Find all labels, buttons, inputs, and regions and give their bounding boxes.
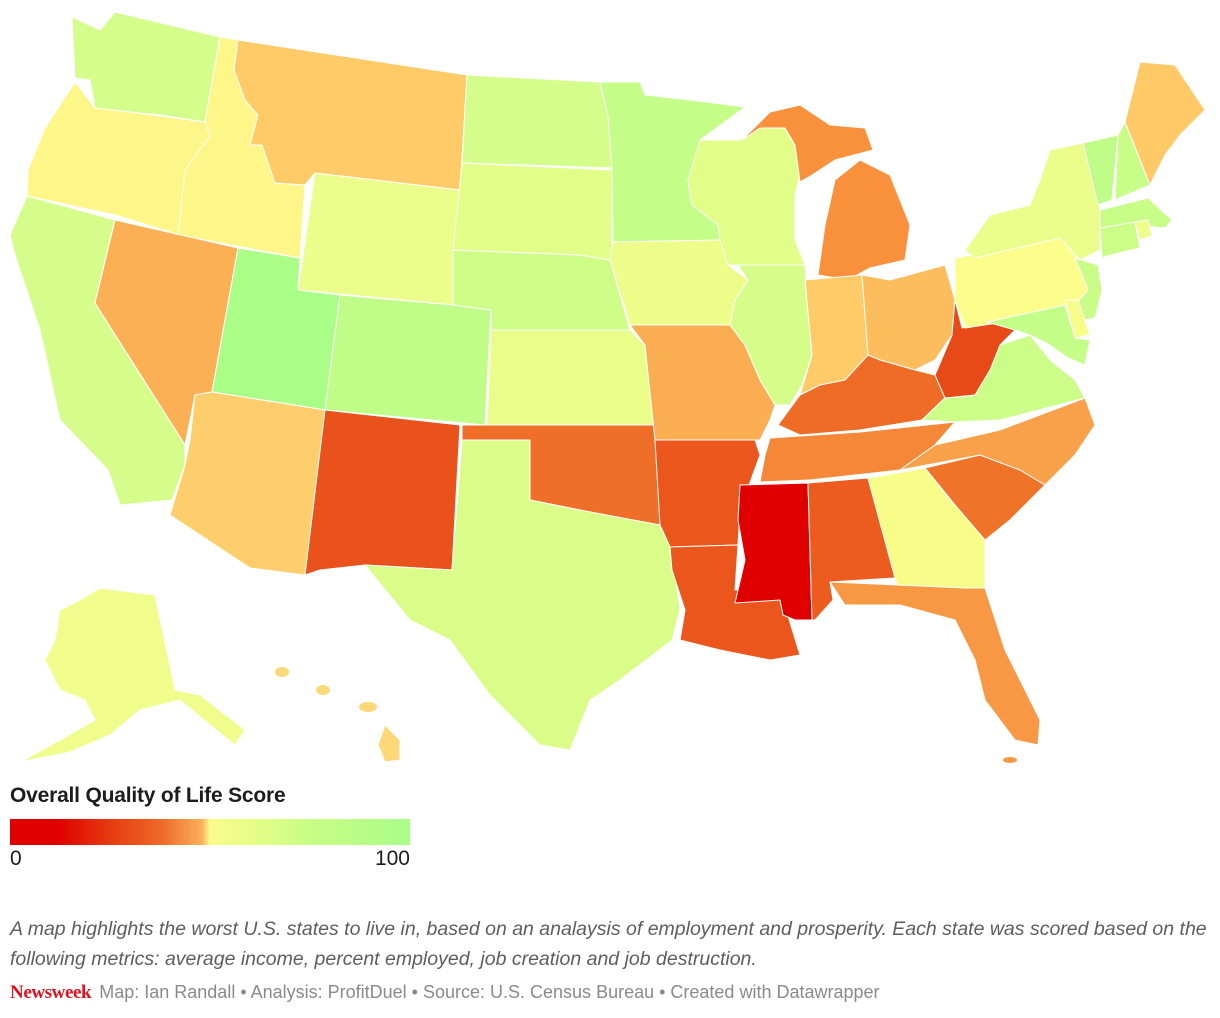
state-WY[interactable] bbox=[297, 172, 461, 306]
state-TX[interactable] bbox=[364, 439, 681, 751]
map-description: A map highlights the worst U.S. states t… bbox=[10, 918, 1207, 970]
state-RI[interactable] bbox=[1134, 219, 1153, 241]
state-HI-kauai[interactable] bbox=[275, 667, 289, 677]
state-KY[interactable] bbox=[777, 354, 946, 436]
state-HI-maui[interactable] bbox=[359, 702, 377, 712]
legend: Overall Quality of Life Score 0 100 bbox=[10, 784, 410, 871]
state-NY[interactable] bbox=[964, 142, 1101, 261]
state-SD[interactable] bbox=[452, 162, 621, 263]
footer: Newsweek Map: Ian Randall • Analysis: Pro… bbox=[10, 982, 880, 1004]
state-CO[interactable] bbox=[324, 294, 492, 426]
state-VT[interactable] bbox=[1082, 134, 1119, 206]
state-NJ[interactable] bbox=[1074, 257, 1103, 321]
state-FL[interactable] bbox=[829, 581, 1041, 746]
legend-title: Overall Quality of Life Score bbox=[10, 784, 286, 807]
state-ND[interactable] bbox=[461, 74, 613, 169]
state-KS[interactable] bbox=[486, 329, 656, 426]
state-NC[interactable] bbox=[899, 397, 1096, 486]
state-HI-big-island[interactable] bbox=[377, 724, 401, 763]
legend-color-scale bbox=[10, 819, 410, 845]
state-AK[interactable] bbox=[19, 587, 246, 763]
state-MS[interactable] bbox=[734, 482, 813, 621]
state-NM[interactable] bbox=[304, 409, 461, 576]
state-ME[interactable] bbox=[1124, 61, 1206, 186]
state-MI-upper[interactable] bbox=[741, 104, 874, 183]
state-MD[interactable] bbox=[986, 304, 1091, 366]
legend-ticks: 0 100 bbox=[10, 845, 410, 871]
legend-min-label: 0 bbox=[10, 847, 22, 870]
state-CT[interactable] bbox=[1099, 221, 1141, 259]
legend-max-label: 100 bbox=[374, 847, 410, 870]
state-HI-oahu[interactable] bbox=[316, 685, 330, 695]
state-MI-lower[interactable] bbox=[817, 159, 911, 281]
us-choropleth-map bbox=[9, 11, 1206, 763]
newsweek-logo[interactable]: Newsweek bbox=[10, 982, 92, 1003]
footer-credits: Map: Ian Randall • Analysis: ProfitDuel … bbox=[99, 982, 880, 1002]
state-OH[interactable] bbox=[861, 264, 956, 371]
state-WA[interactable] bbox=[71, 11, 221, 123]
state-FL-keys[interactable] bbox=[1003, 757, 1017, 763]
state-AZ[interactable] bbox=[169, 391, 326, 576]
